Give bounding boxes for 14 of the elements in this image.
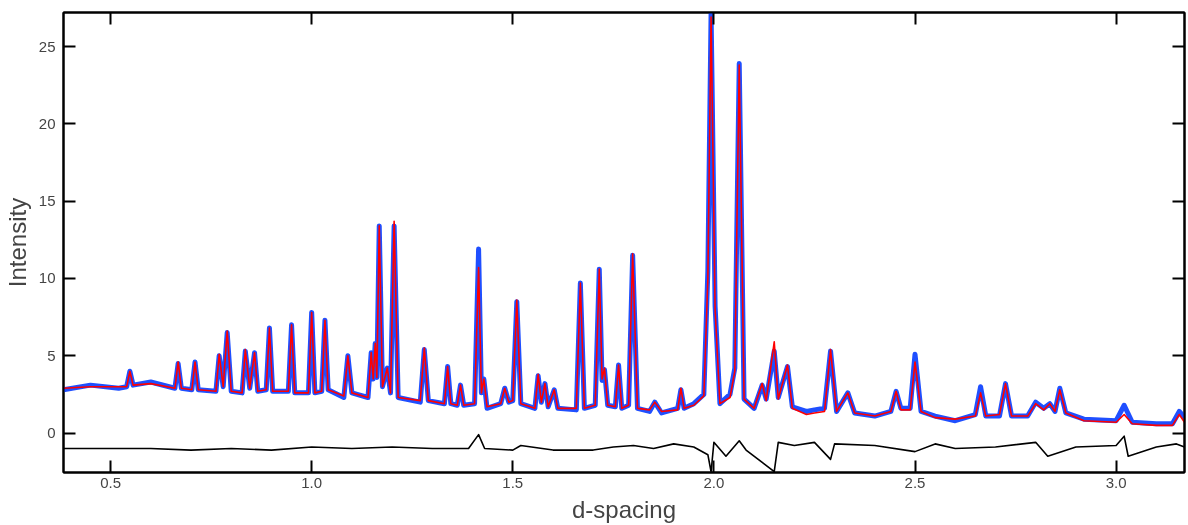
y-tick-label: 15 — [38, 192, 56, 210]
x-tick-label: 2.0 — [703, 473, 725, 491]
y-tick-label: 25 — [38, 37, 56, 55]
x-tick-label: 0.5 — [100, 473, 121, 491]
x-axis-title: d-spacing — [571, 495, 677, 523]
y-tick-label: 5 — [47, 346, 56, 364]
x-tick-label: 1.0 — [301, 473, 323, 491]
y-axis-title: Intensity — [3, 197, 31, 288]
x-tick-label: 2.5 — [904, 473, 926, 491]
x-tick-label: 1.5 — [502, 473, 524, 491]
x-tick-label: 3.0 — [1105, 473, 1127, 491]
y-tick-label: 20 — [38, 114, 56, 132]
y-tick-label: 10 — [38, 269, 56, 287]
y-tick-label: 0 — [47, 424, 56, 442]
